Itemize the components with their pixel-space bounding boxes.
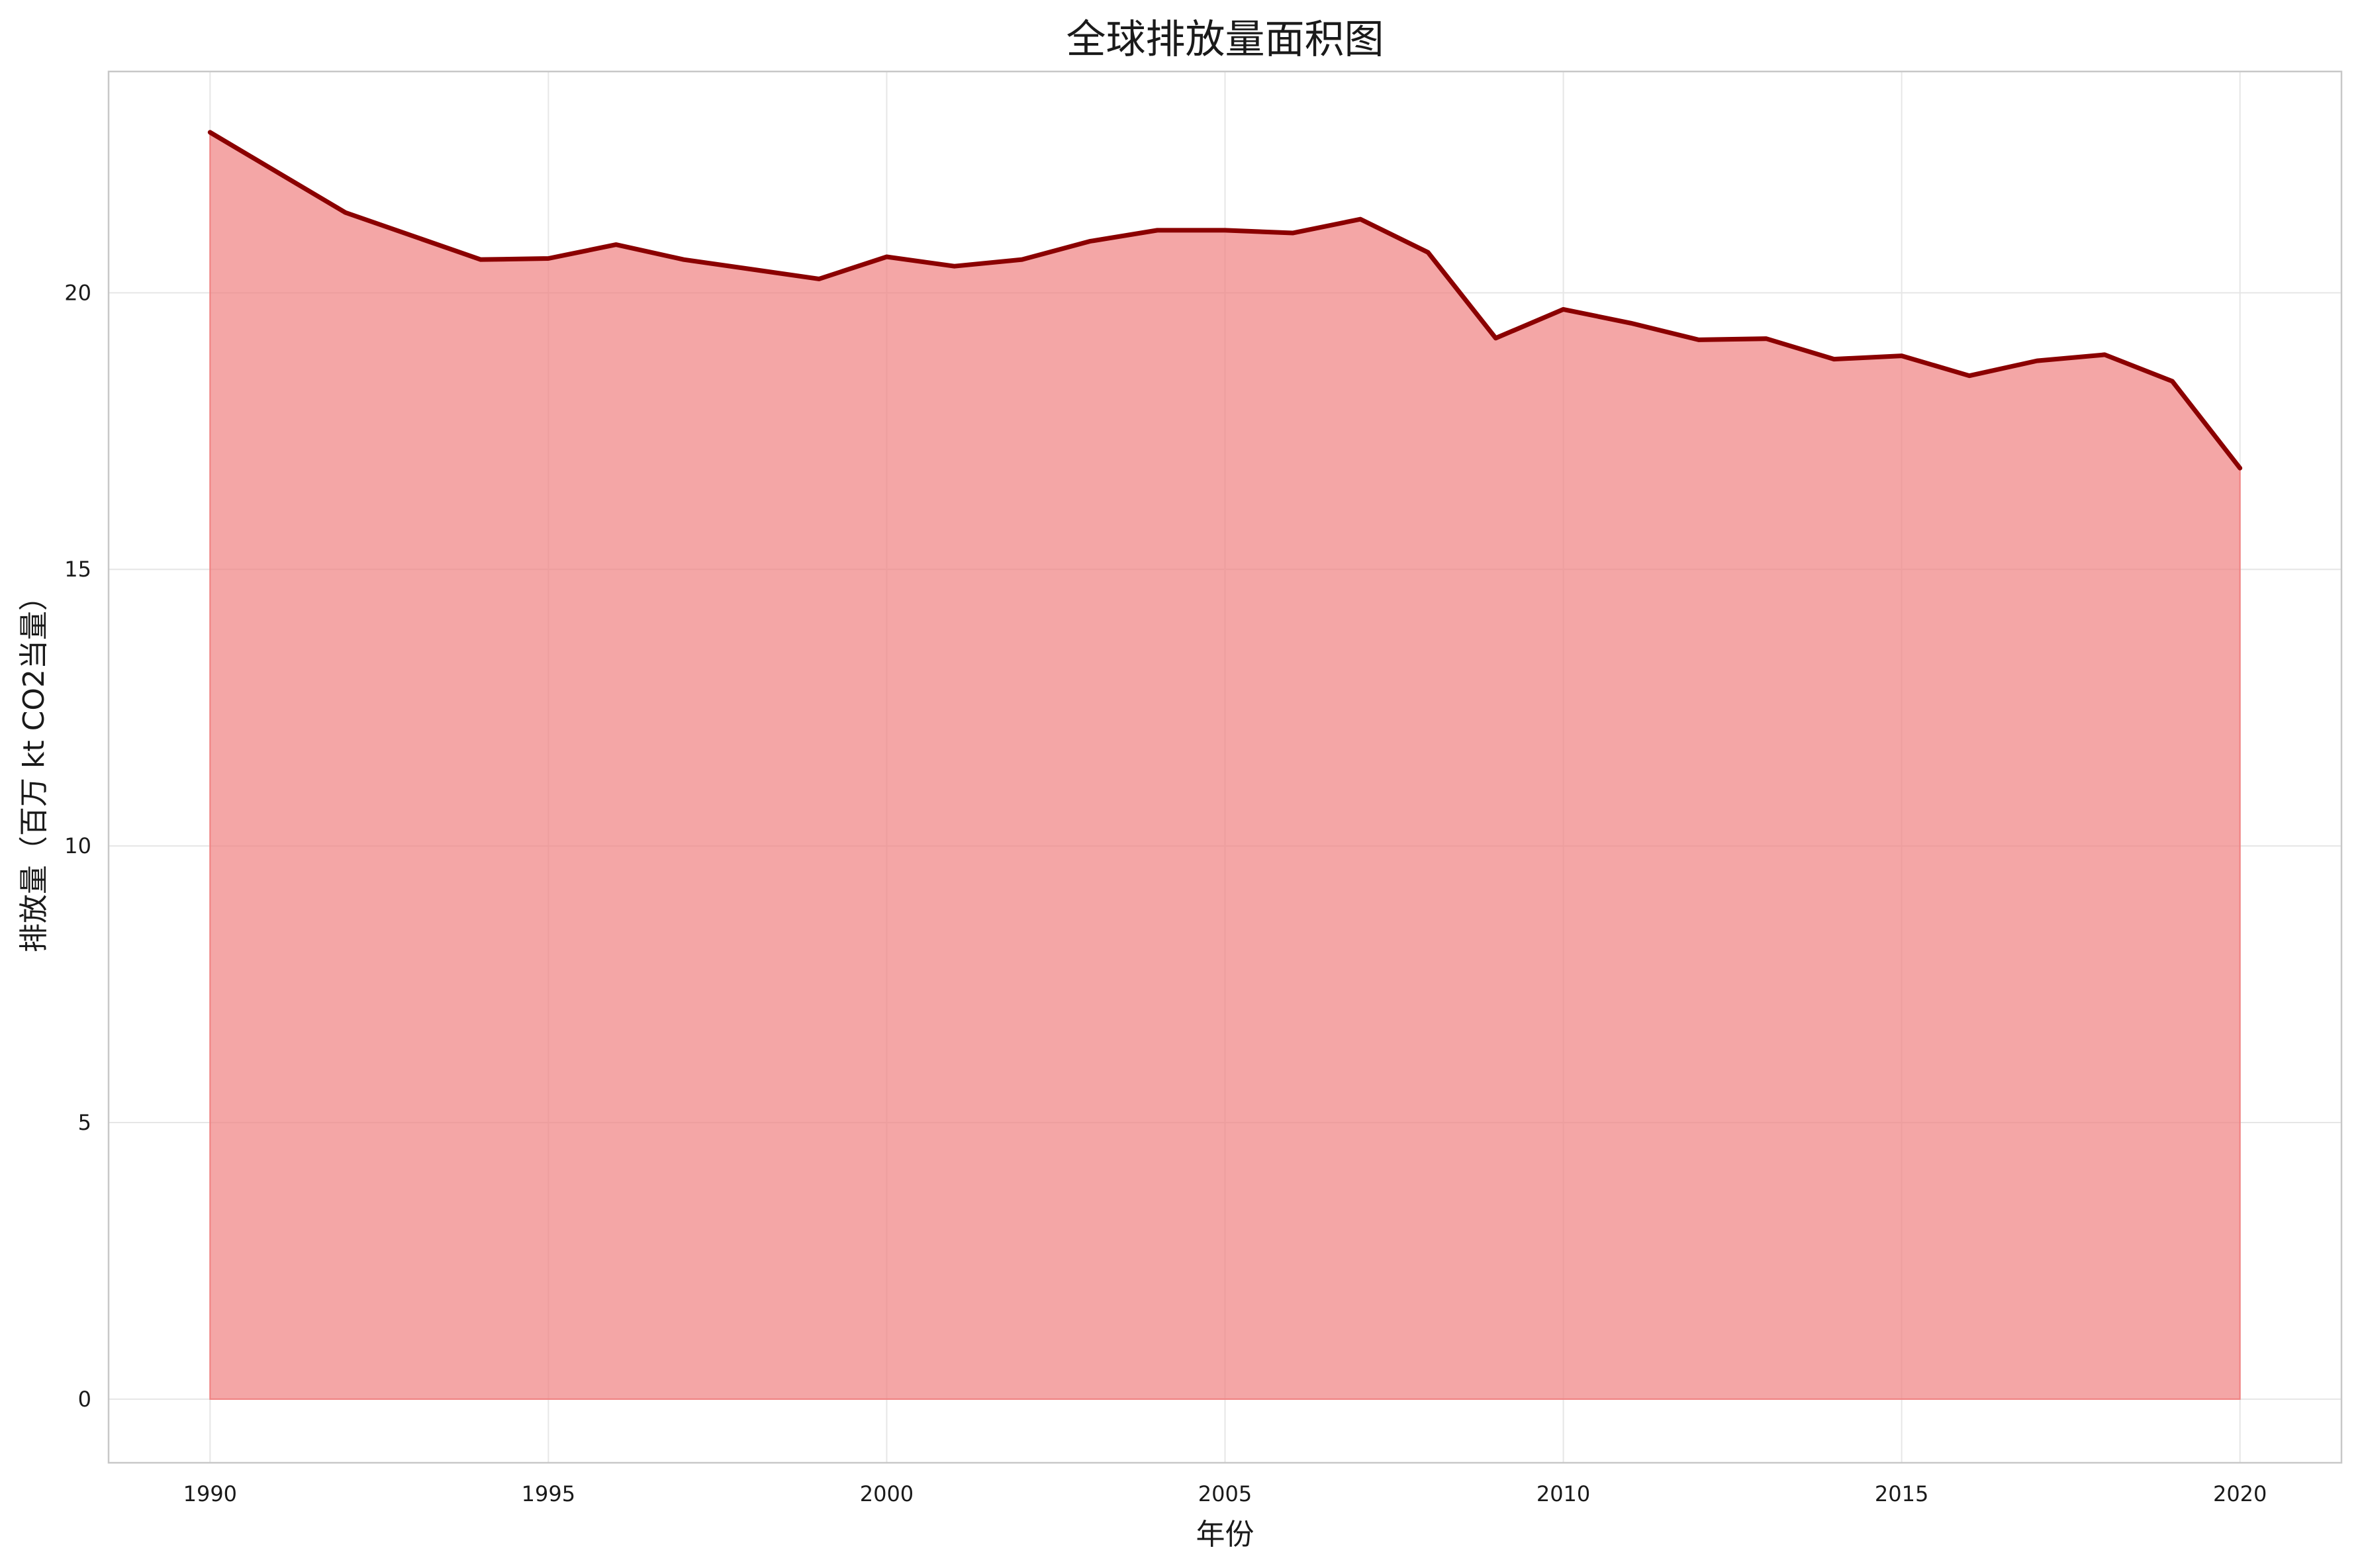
- data-point: [1426, 250, 1431, 255]
- data-point: [208, 130, 213, 134]
- data-point: [1223, 228, 1227, 232]
- data-point: [1155, 228, 1160, 232]
- data-point: [1832, 357, 1836, 361]
- data-point: [1696, 338, 1701, 342]
- y-tick-label: 10: [64, 833, 91, 858]
- chart-title: 全球排放量面积图: [1066, 17, 1384, 63]
- area-fill: [209, 131, 2241, 1400]
- data-point: [1561, 307, 1566, 312]
- x-tick-label: 2020: [2213, 1481, 2267, 1506]
- x-tick-label: 2000: [860, 1481, 914, 1506]
- data-point: [817, 277, 822, 281]
- data-point: [343, 210, 348, 215]
- data-point: [1899, 353, 1904, 358]
- x-tick-label: 1990: [183, 1481, 237, 1506]
- data-point: [546, 256, 551, 261]
- data-point: [1358, 217, 1362, 222]
- y-tick-label: 15: [64, 557, 91, 582]
- x-tick-label: 2015: [1875, 1481, 1928, 1506]
- data-point: [479, 257, 483, 262]
- x-tick-label: 2010: [1536, 1481, 1590, 1506]
- data-point: [1019, 257, 1024, 262]
- y-tick-label: 0: [78, 1387, 91, 1412]
- series-line: [207, 130, 2243, 471]
- y-axis-label: 排放量（百万 kt CO2当量）: [17, 582, 51, 952]
- data-point: [681, 257, 686, 262]
- data-point: [2035, 359, 2040, 363]
- data-point: [2238, 466, 2242, 471]
- tick-layer: 1990 1995 2000 2005 2010 2015 2020 0 5 10 15 20: [64, 280, 2267, 1506]
- data-point: [614, 242, 618, 247]
- data-point: [1764, 336, 1769, 341]
- data-point: [1290, 231, 1295, 236]
- y-tick-label: 20: [64, 280, 91, 305]
- plot-frame: [107, 70, 2343, 1464]
- data-point: [1629, 321, 1633, 326]
- x-tick-label: 1995: [522, 1481, 575, 1506]
- data-point: [884, 254, 889, 259]
- data-point: [2102, 352, 2107, 357]
- data-point: [1088, 239, 1092, 244]
- data-point: [1967, 373, 1971, 378]
- data-point: [952, 264, 957, 269]
- y-tick-label: 5: [78, 1110, 91, 1135]
- data-point: [2170, 379, 2175, 384]
- data-point: [1493, 336, 1498, 340]
- x-axis-label: 年份: [1196, 1518, 1254, 1551]
- x-tick-label: 2005: [1198, 1481, 1252, 1506]
- area-layer: [207, 130, 2243, 1400]
